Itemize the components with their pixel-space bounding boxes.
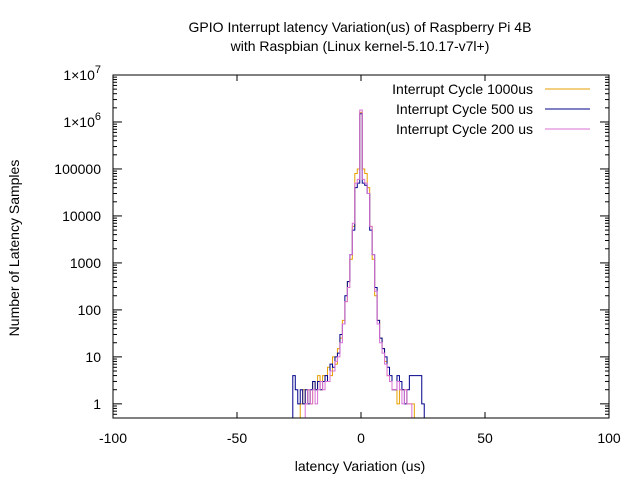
x-tick-label: 0 (357, 430, 365, 446)
y-tick-label: 1 (93, 396, 101, 412)
legend-label-2: Interrupt Cycle 500 us (396, 101, 533, 117)
legend-label-1: Interrupt Cycle 1000us (392, 81, 533, 97)
chart-title-line-1: GPIO Interrupt latency Variation(us) of … (189, 19, 532, 35)
y-tick-label: 10000 (62, 208, 101, 224)
y-axis-label: Number of Latency Samples (6, 160, 22, 337)
series-line-1 (299, 111, 415, 418)
legend-label-3: Interrupt Cycle 200 us (396, 121, 533, 137)
x-axis-label: latency Variation (us) (295, 458, 425, 474)
series-line-3 (304, 109, 413, 418)
y-tick-exponent: 6 (95, 111, 101, 123)
plot-frame (112, 74, 610, 419)
x-tick-label: 100 (597, 430, 621, 446)
y-tick-label: 1000 (70, 255, 101, 271)
x-tick-label: -50 (227, 430, 247, 446)
plot-area: -100 -50 0 50 100 1 10 100 1000 10000 100000 1×106 1… (54, 64, 621, 446)
y-tick-label: 100000 (54, 161, 101, 177)
y-tick-label: 1×107 (63, 64, 101, 83)
y-tick-exponent: 7 (95, 64, 101, 76)
y-tick-label: 1×106 (63, 111, 101, 130)
y-tick-label: 10 (85, 349, 101, 365)
legend: Interrupt Cycle 1000us Interrupt Cycle 50… (392, 81, 590, 137)
x-tick-label: -100 (99, 430, 127, 446)
series-line-2 (292, 113, 425, 418)
y-tick-label: 100 (78, 302, 102, 318)
x-tick-label: 50 (477, 430, 493, 446)
chart-title-line-2: with Raspbian (Linux kernel-5.10.17-v7l+… (230, 38, 490, 54)
